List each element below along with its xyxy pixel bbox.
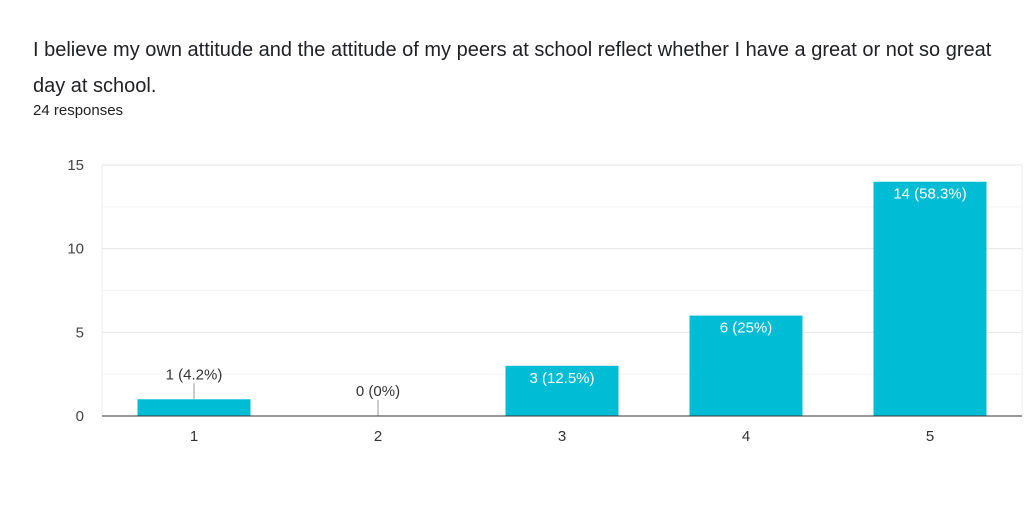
x-tick-label: 3 bbox=[558, 428, 566, 445]
y-tick-label: 15 bbox=[67, 157, 84, 174]
bar bbox=[137, 399, 251, 416]
data-label: 6 (25%) bbox=[720, 320, 773, 337]
bar bbox=[873, 181, 987, 416]
bar bbox=[505, 365, 619, 416]
x-tick-label: 4 bbox=[742, 428, 750, 445]
x-tick-label: 1 bbox=[190, 428, 198, 445]
y-tick-label: 10 bbox=[67, 241, 84, 258]
data-label: 1 (4.2%) bbox=[166, 366, 223, 383]
y-tick-label: 0 bbox=[76, 408, 84, 425]
bar bbox=[689, 315, 803, 416]
chart-title: I believe my own attitude and the attitu… bbox=[33, 39, 992, 97]
data-label: 14 (58.3%) bbox=[893, 186, 966, 203]
x-tick-label: 2 bbox=[374, 428, 382, 445]
data-label: 3 (12.5%) bbox=[529, 370, 594, 387]
y-tick-label: 5 bbox=[76, 324, 84, 341]
response-count: 24 responses bbox=[33, 102, 124, 119]
data-label: 0 (0%) bbox=[356, 383, 400, 400]
x-tick-label: 5 bbox=[926, 428, 934, 445]
